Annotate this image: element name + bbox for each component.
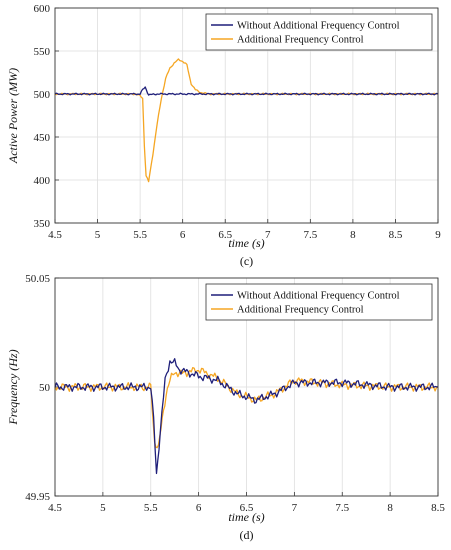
x-tick-label: 8.5: [389, 229, 403, 241]
x-tick-label: 4.5: [48, 502, 62, 514]
x-tick-label: 7: [292, 502, 298, 514]
panel-caption: (c): [240, 254, 253, 268]
legend-label: Without Additional Frequency Control: [237, 291, 400, 302]
y-axis-label: Active Power (MW): [6, 68, 20, 164]
plot-frame: [54, 7, 439, 224]
legend-label: Additional Frequency Control: [237, 305, 364, 316]
x-tick-label: 8: [387, 502, 393, 514]
y-tick-label: 350: [34, 218, 51, 230]
x-tick-label: 5.5: [144, 502, 158, 514]
panel-caption: (d): [240, 528, 254, 542]
x-tick-label: 8: [350, 229, 356, 241]
x-tick-label: 5: [95, 229, 101, 241]
y-tick-label: 400: [34, 175, 51, 187]
chart-d: 4.5 5 5.5 6 6.5 7 7.5 8 8.5 49.95 50 50.05 Without A…: [6, 273, 445, 542]
legend-box: [205, 13, 433, 51]
x-tick-label: 6.5: [240, 502, 254, 514]
y-tick-label: 450: [34, 132, 51, 144]
x-tick-label: 5.5: [133, 229, 147, 241]
y-tick-label: 550: [34, 46, 51, 58]
y-tick-label: 600: [34, 3, 51, 15]
y-tick-label: 500: [34, 89, 51, 101]
x-tick-label: 6: [196, 502, 202, 514]
x-tick-label: 6.5: [218, 229, 232, 241]
series-line-without-control: [54, 358, 439, 475]
plot-frame: [54, 277, 439, 497]
legend-label: Additional Frequency Control: [237, 35, 364, 46]
chart-c: 4.5 5 5.5 6 6.5 7 7.5 8 8.5 9 350 400 450 500 550 600 Wi…: [6, 3, 441, 268]
y-tick-label: 49.95: [25, 491, 50, 503]
x-tick-label: 8.5: [431, 502, 445, 514]
legend-box: [205, 283, 433, 321]
x-tick-label: 7.5: [303, 229, 317, 241]
x-tick-label: 5: [100, 502, 106, 514]
x-tick-label: 7.5: [335, 502, 349, 514]
x-tick-label: 7: [265, 229, 271, 241]
x-tick-label: 4.5: [48, 229, 62, 241]
legend-label: Without Additional Frequency Control: [237, 21, 400, 32]
x-tick-label: 9: [435, 229, 441, 241]
y-axis-label: Frequency (Hz): [6, 349, 20, 425]
y-tick-label: 50.05: [25, 273, 50, 285]
x-axis-label: time (s): [228, 510, 264, 524]
x-tick-label: 6: [180, 229, 186, 241]
y-tick-label: 50: [39, 382, 51, 394]
x-axis-label: time (s): [228, 236, 264, 250]
series-line-without-control: [54, 86, 439, 96]
